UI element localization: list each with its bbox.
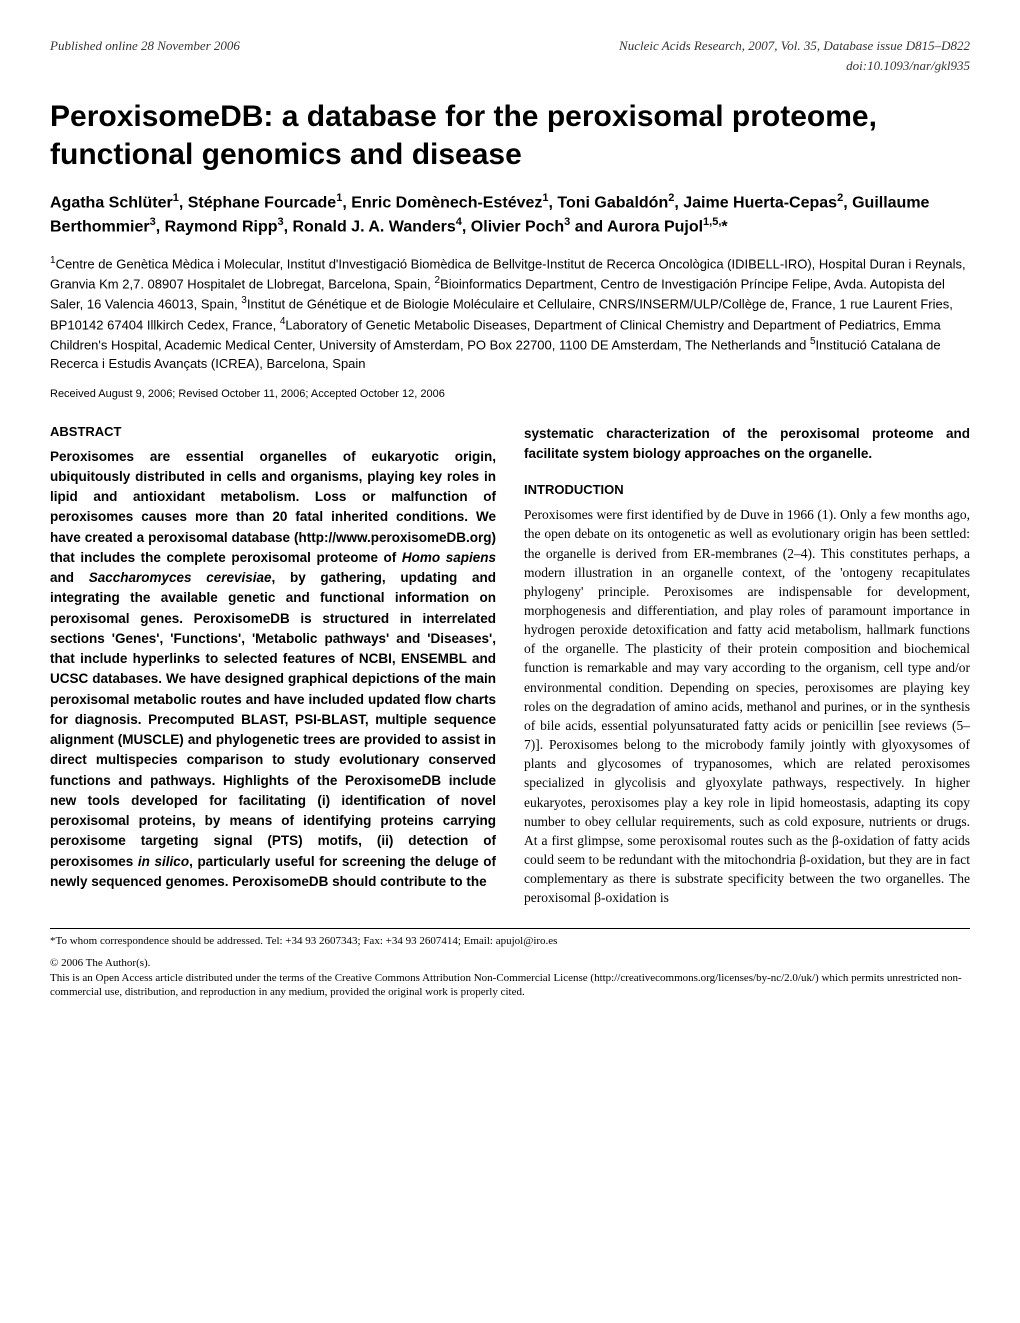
abstract-text-left: Peroxisomes are essential organelles of … [50,447,496,893]
journal-citation: Nucleic Acids Research, 2007, Vol. 35, D… [619,38,970,54]
published-online: Published online 28 November 2006 [50,38,240,54]
two-column-layout: ABSTRACT Peroxisomes are essential organ… [50,424,970,908]
license-text: This is an Open Access article distribut… [50,971,970,1001]
affiliations: 1Centre de Genètica Mèdica i Molecular, … [50,254,970,374]
left-column: ABSTRACT Peroxisomes are essential organ… [50,424,496,908]
introduction-text: Peroxisomes were first identified by de … [524,505,970,907]
submission-dates: Received August 9, 2006; Revised October… [50,388,970,400]
abstract-heading: ABSTRACT [50,424,496,439]
author-list: Agatha Schlüter1, Stéphane Fourcade1, En… [50,191,970,238]
right-column: systematic characterization of the perox… [524,424,970,908]
copyright: © 2006 The Author(s). [50,957,970,969]
introduction-heading: INTRODUCTION [524,482,970,497]
abstract-text-right: systematic characterization of the perox… [524,424,970,465]
article-title: PeroxisomeDB: a database for the peroxis… [50,98,970,173]
page-header: Published online 28 November 2006 Nuclei… [50,38,970,54]
footer-divider [50,928,970,929]
correspondence: *To whom correspondence should be addres… [50,935,970,947]
doi: doi:10.1093/nar/gkl935 [50,58,970,74]
